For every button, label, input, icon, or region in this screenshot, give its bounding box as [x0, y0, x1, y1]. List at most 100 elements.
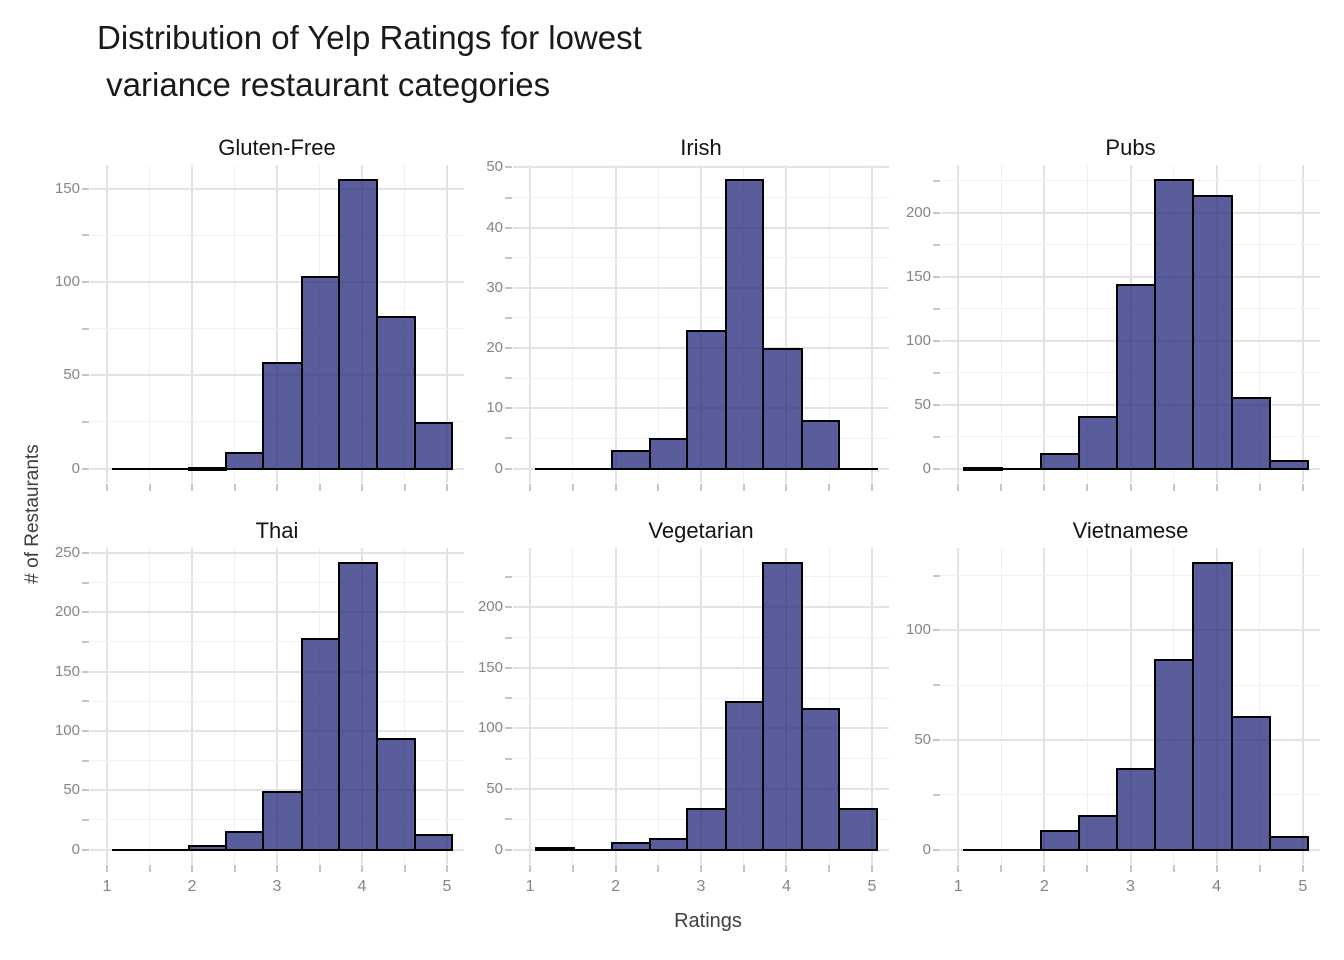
y-gridline-minor [90, 328, 464, 330]
y-gridline-minor [941, 575, 1320, 577]
x-axis-tick [276, 865, 278, 872]
histogram-bar [535, 847, 575, 852]
x-gridline-major [614, 548, 617, 864]
histogram-bar [1269, 836, 1309, 851]
x-axis-tick [614, 865, 617, 872]
histogram-bar [963, 467, 1004, 472]
x-gridline-major [1043, 548, 1046, 864]
x-axis-tick [1129, 865, 1132, 872]
x-axis-tick [191, 865, 193, 872]
y-gridline-major [90, 789, 464, 792]
y-axis-tick [933, 629, 940, 632]
x-axis-tick [870, 865, 873, 872]
y-axis-tick [82, 234, 89, 237]
x-axis-tick [276, 484, 278, 491]
histogram-bar [648, 438, 689, 470]
y-gridline-major [941, 275, 1320, 278]
y-axis-tick [933, 467, 940, 470]
histogram-bar [300, 276, 341, 470]
y-axis-tick [505, 226, 512, 229]
x-gridline-minor [234, 165, 235, 483]
x-tick-label: 2 [187, 878, 197, 895]
histogram-bar [262, 362, 303, 470]
y-axis-tick [933, 793, 940, 796]
histogram-bar [762, 348, 803, 470]
x-axis-tick [1301, 865, 1304, 872]
x-gridline-major [700, 165, 702, 483]
x-gridline-major [1043, 165, 1046, 483]
histogram-bar [338, 562, 379, 851]
histogram-bar [1192, 562, 1234, 851]
y-axis-tick [505, 818, 512, 821]
x-axis-tick [828, 865, 831, 872]
histogram-bar [648, 837, 689, 851]
y-axis-tick [82, 818, 89, 821]
y-tick-label: 0 [71, 840, 80, 858]
y-tick-label: 0 [71, 459, 80, 477]
x-gridline-minor [657, 165, 659, 483]
histogram-bar [1115, 284, 1157, 470]
y-gridline-major [513, 727, 889, 730]
histogram-bar [376, 738, 416, 851]
x-gridline-major [191, 165, 193, 483]
x-axis-tick [233, 484, 236, 491]
x-axis-tick [957, 484, 960, 491]
y-axis-tick [933, 403, 940, 406]
x-axis-tick [191, 484, 193, 491]
x-axis-tick [529, 865, 532, 872]
x-axis-tick [1129, 484, 1132, 491]
y-gridline-minor [513, 758, 889, 760]
x-gridline-major [700, 548, 702, 864]
x-tick-label: 2 [1039, 878, 1049, 895]
x-axis-tick [106, 865, 108, 872]
facet-title: Vegetarian [648, 518, 754, 543]
y-axis-tick [505, 636, 512, 639]
y-gridline-major [513, 226, 889, 229]
y-axis-tick [505, 256, 512, 259]
y-gridline-major [90, 551, 464, 554]
histogram-bar [187, 466, 227, 471]
histogram-bar [800, 707, 841, 851]
y-tick-label: 150 [477, 658, 503, 676]
y-tick-label: 30 [486, 278, 503, 296]
x-axis-tick [870, 484, 873, 491]
y-gridline-minor [90, 641, 464, 643]
x-gridline-major [446, 165, 448, 483]
facet-title: Irish [680, 135, 722, 160]
x-axis-tick [828, 484, 831, 491]
x-gridline-major [1301, 548, 1304, 864]
x-gridline-major [1129, 548, 1132, 864]
y-tick-label: 250 [54, 543, 80, 561]
y-gridline-major [90, 611, 464, 614]
x-axis-tick [403, 484, 406, 491]
histogram-bar [686, 808, 727, 851]
x-axis-tick [657, 484, 660, 491]
y-gridline-minor [941, 180, 1320, 182]
y-tick-label: 50 [63, 781, 80, 799]
y-tick-label: 200 [477, 598, 503, 616]
y-axis-tick [82, 670, 89, 673]
y-tick-label: 0 [922, 840, 931, 858]
histogram-bar [1231, 396, 1272, 470]
y-axis-tick [505, 437, 512, 440]
histogram-bar [1077, 416, 1118, 470]
y-gridline-minor [941, 244, 1320, 246]
x-axis-tick [529, 484, 532, 491]
y-gridline-minor [513, 697, 889, 699]
y-tick-label: 100 [905, 331, 931, 349]
y-axis-tick [933, 684, 940, 687]
x-tick-label: 2 [611, 878, 620, 895]
y-axis-tick [933, 307, 940, 310]
x-gridline-minor [1259, 548, 1261, 864]
y-gridline-minor [513, 317, 889, 319]
y-tick-label: 10 [486, 399, 503, 417]
y-gridline-major [513, 788, 889, 791]
x-gridline-major [957, 548, 960, 864]
x-axis-tick [148, 484, 151, 491]
x-tick-label: 4 [357, 878, 367, 895]
x-axis-tick [1086, 865, 1089, 872]
histogram-bar [413, 421, 454, 470]
y-axis-tick [82, 611, 89, 614]
x-gridline-major [276, 165, 278, 483]
x-axis-tick [106, 484, 108, 491]
